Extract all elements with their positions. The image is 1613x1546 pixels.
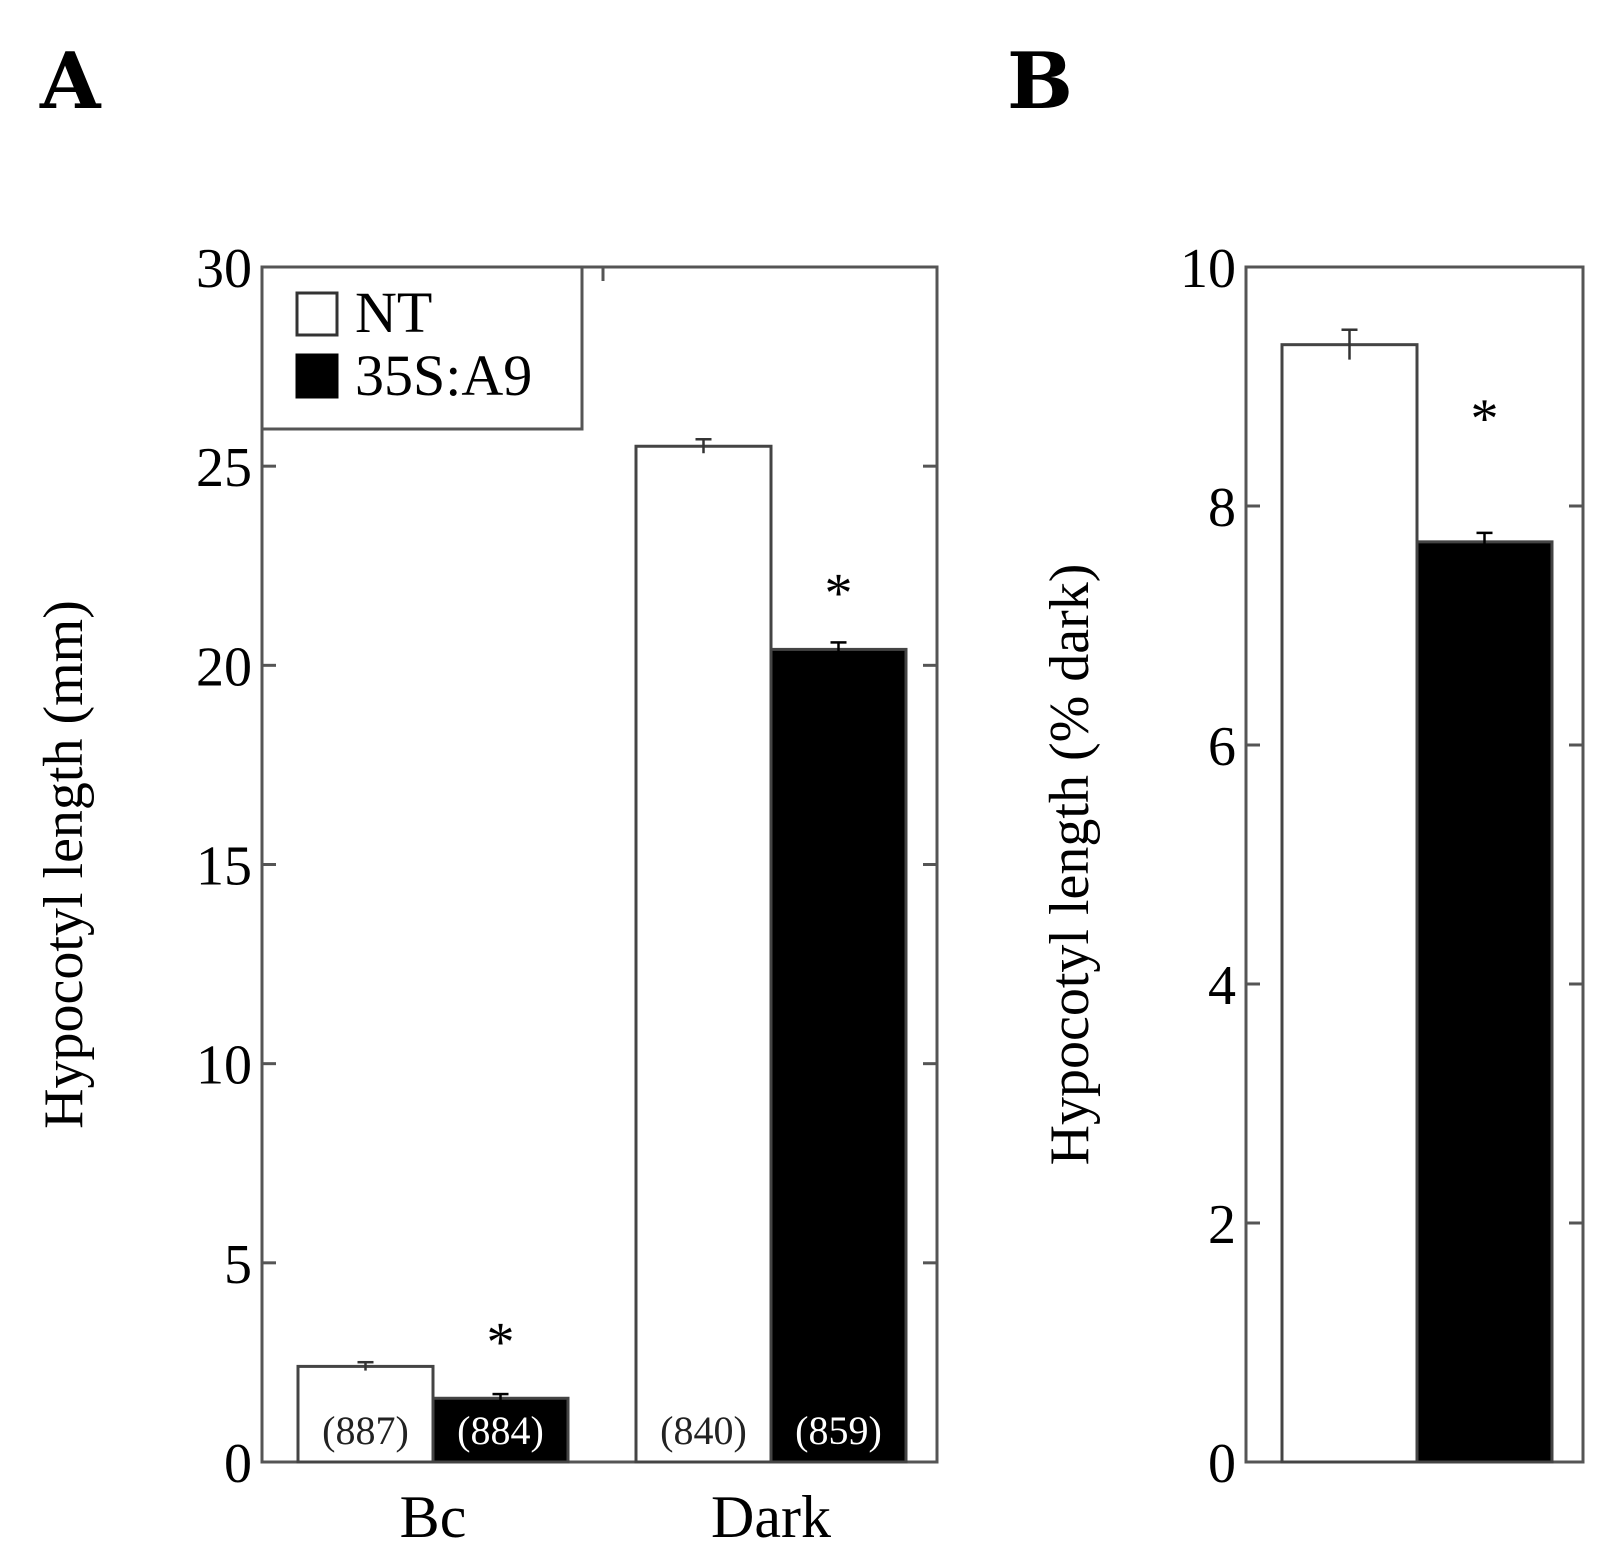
a-ytick-label: 15 [196,836,252,898]
legend-a9-swatch [295,353,339,399]
a-ytick-label: 5 [224,1234,252,1296]
b-bar-nt [1280,343,1419,1464]
a-n-label: (884) [457,1408,544,1453]
panel-b-label: B [1007,36,1073,127]
chart-b: 0 2 4 6 8 10 Hypocotyl length (% dark) * [1039,238,1585,1495]
a-ytick-label: 30 [196,238,252,300]
a-bar-a9 [431,1396,570,1464]
a-bar-a9 [769,647,908,1464]
a-ytick-label: 25 [196,437,252,499]
a-y-axis-title: Hypocotyl length (mm) [33,600,95,1129]
legend-a9-label: 35S:A9 [355,343,532,408]
legend: NT 35S:A9 [260,265,584,431]
a-n-label: (887) [322,1408,409,1453]
legend-nt-label: NT [355,280,432,345]
b-y-axis-title: Hypocotyl length (% dark) [1039,564,1101,1166]
chart-a: 0 5 10 15 20 25 30 Hypocotyl length (mm) (887) (8… [33,238,939,1546]
a-bar-nt [634,444,773,1464]
a-category-label: Dark [711,1484,831,1546]
a-ytick-label: 0 [224,1433,252,1495]
b-ytick-label: 4 [1208,955,1236,1017]
a-n-label: (859) [795,1408,882,1453]
b-ytick-label: 8 [1208,477,1236,539]
panel-a-label: A [39,36,102,127]
a-significance-star: * [487,1311,515,1373]
b-significance-star: * [1471,388,1499,450]
b-ytick-label: 6 [1208,716,1236,778]
a-ytick-label: 10 [196,1035,252,1097]
a-n-label: (840) [660,1408,747,1453]
a-significance-star: * [825,562,853,624]
a-category-label: Bc [400,1484,467,1546]
b-ytick-label: 0 [1208,1433,1236,1495]
legend-nt-swatch [295,291,339,337]
b-bar-a9 [1415,540,1554,1464]
b-ytick-label: 2 [1208,1194,1236,1256]
a-ytick-label: 20 [196,636,252,698]
b-ytick-label: 10 [1180,238,1236,300]
